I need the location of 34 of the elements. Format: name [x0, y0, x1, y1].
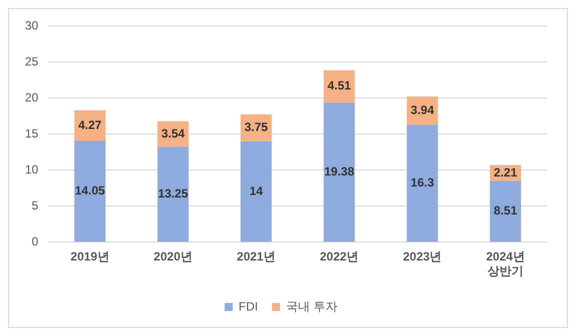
bar: [490, 180, 522, 242]
x-tick-label: 2024년 상반기: [486, 250, 525, 278]
x-tick-label: 2023년: [402, 250, 442, 264]
y-tick-label: 30: [24, 18, 39, 33]
y-tick-label: 25: [24, 54, 39, 69]
data-label: 4.27: [78, 118, 102, 132]
y-tick-label: 0: [32, 234, 39, 249]
y-tick-label: 5: [32, 198, 39, 213]
data-label: 3.75: [244, 120, 268, 134]
bar: [240, 141, 272, 242]
bar: [324, 70, 355, 103]
bar: [324, 102, 355, 242]
data-label: 16.3: [410, 176, 434, 190]
data-label: 3.54: [161, 126, 186, 140]
y-tick-label: 15: [24, 126, 39, 141]
bar: [406, 124, 438, 242]
data-label: 14.05: [74, 184, 106, 198]
data-label: 19.38: [324, 164, 355, 178]
data-label: 13.25: [158, 186, 188, 201]
legend-label: 국내 투자: [286, 299, 338, 314]
x-tick-label: 2020년: [154, 250, 192, 264]
data-label: 4.51: [328, 78, 352, 93]
data-label: 14: [249, 184, 264, 198]
x-tick-label: 2022년: [320, 250, 359, 264]
y-tick-label: 20: [24, 90, 39, 105]
bar: [74, 141, 106, 242]
x-tick-label: 2021년: [236, 250, 276, 264]
bar: [157, 146, 189, 242]
data-label: 8.51: [494, 204, 518, 218]
legend-label: FDI: [238, 299, 258, 314]
data-label: 3.94: [410, 102, 434, 117]
x-tick-label: 2019년: [70, 250, 110, 264]
data-label: 2.21: [494, 165, 518, 180]
y-tick-label: 10: [24, 162, 39, 177]
